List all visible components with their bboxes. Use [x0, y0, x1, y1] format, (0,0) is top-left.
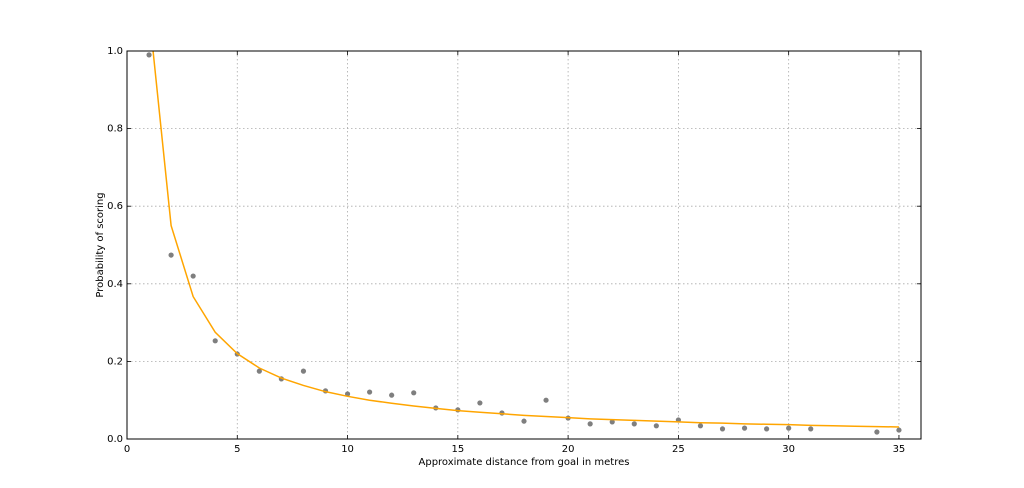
x-tick-label: 0 [124, 444, 130, 455]
x-tick-label: 35 [893, 444, 906, 455]
point [168, 252, 174, 258]
point [146, 52, 152, 58]
x-tick-label: 30 [782, 444, 795, 455]
point [741, 425, 748, 431]
fit-line [152, 51, 899, 428]
point [477, 400, 483, 406]
x-tick-label: 25 [672, 444, 685, 455]
point [764, 426, 770, 432]
plot-area [146, 51, 902, 435]
x-tick-label: 15 [451, 444, 464, 455]
y-axis-label: Probability of scoring [95, 192, 106, 297]
point [411, 390, 417, 396]
point [786, 425, 792, 431]
point [874, 429, 880, 435]
point [190, 273, 196, 279]
point [609, 419, 615, 425]
point [896, 427, 902, 433]
point [367, 389, 373, 395]
y-tick-label: 0.6 [107, 201, 123, 212]
plot-frame [126, 50, 922, 440]
point [697, 423, 704, 429]
x-tick-label: 20 [562, 444, 575, 455]
point [653, 423, 659, 429]
y-tick-label: 0.8 [107, 124, 123, 135]
point [719, 426, 726, 432]
x-tick-label: 10 [341, 444, 354, 455]
point [389, 392, 395, 398]
point [543, 397, 549, 403]
y-tick-label: 0.0 [107, 434, 123, 445]
x-tick-label: 5 [234, 444, 240, 455]
point [587, 421, 593, 427]
y-tick-label: 1.0 [107, 46, 123, 57]
point [631, 421, 637, 427]
point [521, 418, 527, 424]
point [300, 368, 307, 374]
point [256, 368, 262, 374]
point [212, 338, 218, 344]
y-tick-label: 0.2 [107, 356, 123, 367]
x-axis-label: Approximate distance from goal in metres [419, 457, 630, 468]
point [808, 426, 814, 432]
y-tick-label: 0.4 [107, 279, 123, 290]
